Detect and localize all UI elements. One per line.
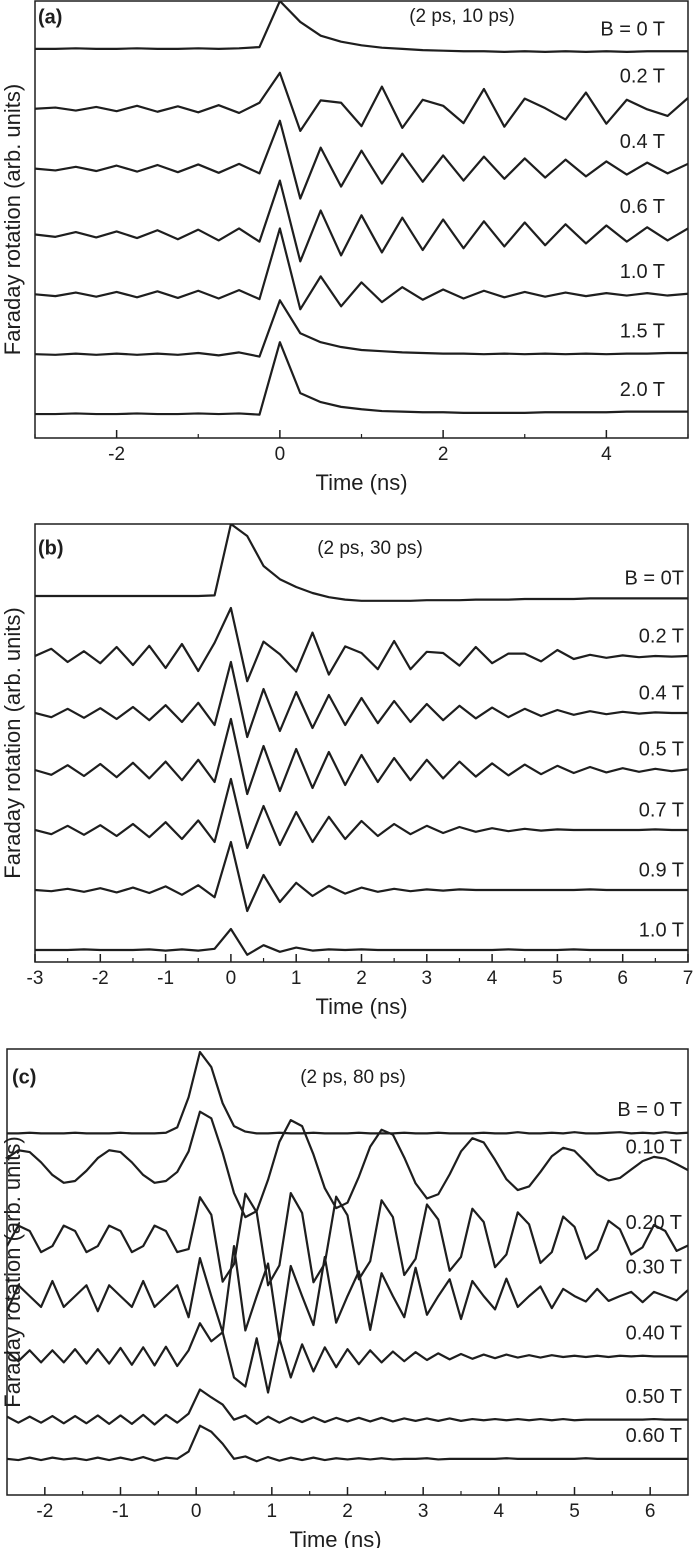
- plot-frame: [34, 0, 689, 439]
- trace: [35, 524, 688, 602]
- trace: [35, 1, 688, 53]
- x-tick-label: 3: [422, 968, 433, 989]
- x-tick-label: 0: [191, 1501, 202, 1522]
- x-tick-label: -1: [157, 968, 174, 989]
- x-tick-label: 2: [356, 968, 367, 989]
- trace: [7, 1191, 688, 1287]
- trace-label: 0.2 T: [620, 65, 665, 87]
- panel-label: (b): [38, 537, 64, 559]
- trace-label: B = 0 T: [617, 1099, 682, 1121]
- trace-label: 0.4 T: [639, 682, 684, 704]
- trace-label: 0.10 T: [626, 1136, 682, 1158]
- x-tick-label: -2: [36, 1501, 53, 1522]
- trace: [7, 1388, 688, 1426]
- x-tick-label: 1: [291, 968, 302, 989]
- x-axis-title: Time (ns): [289, 1527, 381, 1548]
- annotation: (2 ps, 30 ps): [317, 538, 423, 559]
- trace: [35, 179, 688, 263]
- trace-label: 0.60 T: [626, 1425, 682, 1447]
- trace-label: 0.5 T: [639, 739, 684, 761]
- x-tick-label: 5: [552, 968, 563, 989]
- trace-label: 0.4 T: [620, 131, 665, 153]
- trace: [35, 341, 688, 416]
- trace-label: 0.20 T: [626, 1212, 682, 1234]
- x-tick-label: 3: [418, 1501, 429, 1522]
- trace: [7, 1244, 688, 1342]
- x-tick-label: 6: [645, 1501, 656, 1522]
- trace: [35, 840, 688, 913]
- x-tick-label: -1: [112, 1501, 129, 1522]
- x-tick-label: 6: [617, 968, 628, 989]
- trace: [35, 777, 688, 850]
- trace: [35, 119, 688, 200]
- trace: [35, 717, 688, 796]
- x-tick-label: 4: [601, 444, 612, 465]
- y-axis-title: Faraday rotation (arb. units): [0, 1136, 25, 1407]
- x-tick-label: 4: [494, 1501, 505, 1522]
- x-tick-label: -3: [27, 968, 44, 989]
- trace-label: 1.0 T: [620, 261, 665, 283]
- plot-frame: [34, 523, 689, 963]
- traces: [35, 524, 688, 956]
- annotation: (2 ps, 80 ps): [300, 1067, 406, 1088]
- trace-label: 1.5 T: [620, 320, 665, 342]
- panel-label: (c): [12, 1066, 36, 1088]
- y-axis-title: Faraday rotation (arb. units): [0, 84, 25, 355]
- x-axis-title: Time (ns): [315, 994, 407, 1019]
- x-tick-label: -2: [92, 968, 109, 989]
- trace-label: 0.6 T: [620, 196, 665, 218]
- y-axis-title: Faraday rotation (arb. units): [0, 607, 25, 878]
- x-tick-label: 7: [683, 968, 694, 989]
- x-tick-label: 2: [342, 1501, 353, 1522]
- traces: [7, 1050, 688, 1463]
- x-tick-label: 4: [487, 968, 498, 989]
- trace: [35, 299, 688, 358]
- trace: [35, 606, 688, 683]
- trace-label: 0.9 T: [639, 859, 684, 881]
- x-tick-label: 0: [226, 968, 237, 989]
- trace-label: 1.0 T: [639, 919, 684, 941]
- trace-label: 2.0 T: [620, 379, 665, 401]
- trace: [7, 1050, 688, 1135]
- x-tick-label: -2: [108, 444, 125, 465]
- x-tick-label: 0: [275, 444, 286, 465]
- trace-label: 0.30 T: [626, 1256, 682, 1278]
- trace: [35, 71, 688, 132]
- trace: [35, 660, 688, 739]
- trace-label: 0.40 T: [626, 1323, 682, 1345]
- trace-label: B = 0 T: [600, 19, 665, 41]
- traces: [35, 1, 688, 416]
- x-tick-label: 2: [438, 444, 449, 465]
- trace-label: 0.2 T: [639, 625, 684, 647]
- x-axis-title: Time (ns): [315, 470, 407, 495]
- trace-label: 0.50 T: [626, 1386, 682, 1408]
- trace: [35, 927, 688, 956]
- trace-label: B = 0T: [625, 568, 684, 590]
- trace: [7, 1322, 688, 1394]
- x-tick-label: 1: [267, 1501, 278, 1522]
- annotation: (2 ps, 10 ps): [409, 6, 515, 27]
- plot-frame: [6, 1048, 689, 1496]
- trace: [7, 1424, 688, 1463]
- trace: [7, 1110, 688, 1219]
- x-tick-label: 5: [569, 1501, 580, 1522]
- trace: [35, 227, 688, 311]
- trace-label: 0.7 T: [639, 799, 684, 821]
- panel-label: (a): [38, 6, 62, 28]
